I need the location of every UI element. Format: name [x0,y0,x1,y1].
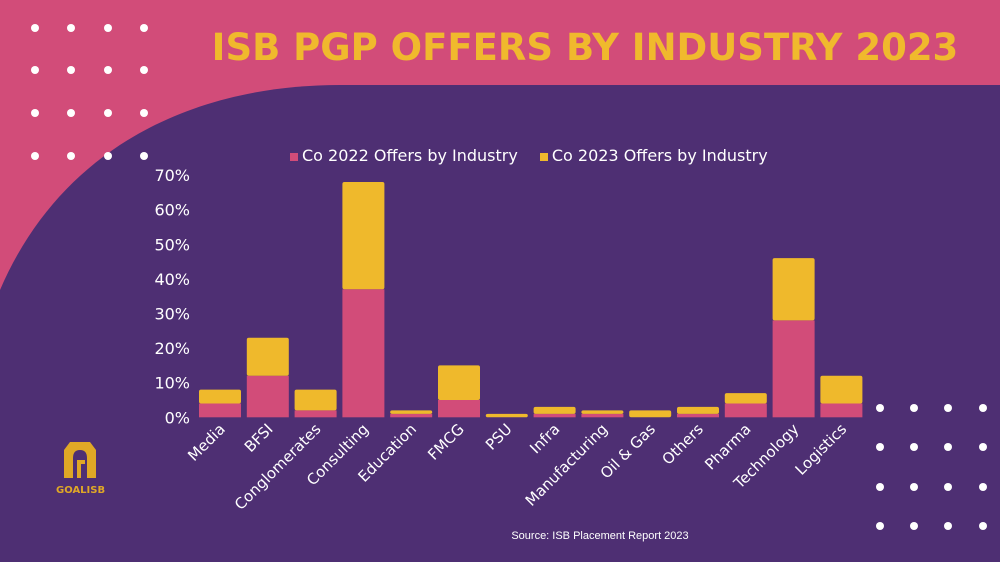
legend-item-2022: Co 2022 Offers by Industry [290,146,518,165]
y-tick-label: 20% [154,339,190,358]
bar-2023-psu [485,413,528,418]
bar-2023-manufacturing [581,410,624,414]
bar-2023-pharma [724,393,767,404]
bar-2022-manufacturing [581,413,624,418]
dot [944,483,952,491]
y-tick-label: 30% [154,305,190,324]
legend-swatch-2023 [539,152,548,161]
bar-2022-media [199,403,241,418]
bar-2022-infra [533,413,576,418]
bar-2022-others [677,413,719,418]
logo-text: GOALISB [56,485,106,496]
bar-2023-infra [533,406,576,414]
dot [67,152,75,160]
dot [31,109,39,117]
dot [104,152,112,160]
dot [979,522,987,530]
bar-2023-fmcg [438,365,480,400]
bar-2022-technology [772,320,815,418]
dot [140,109,148,117]
dot [979,483,987,491]
y-tick-label: 40% [154,270,190,289]
purple-panel [0,85,1000,562]
bar-2023-others [677,406,719,414]
bar-2022-fmcg [438,400,480,418]
bar-2023-consulting [342,182,385,290]
bar-2022-pharma [724,403,767,418]
source-note: Source: ISB Placement Report 2023 [511,530,689,542]
dot [31,24,39,32]
dot [876,483,884,491]
chart-legend: Co 2022 Offers by Industry Co 2023 Offer… [290,146,768,165]
y-tick-label: 50% [154,235,190,254]
logo-icon [64,442,96,478]
x-tick-label: Infra [526,420,563,457]
dot [67,109,75,117]
dot [944,522,952,530]
x-tick-label: PSU [482,420,516,454]
dot [31,66,39,74]
page-title: ISB PGP OFFERS BY INDUSTRY 2023 [211,26,959,69]
x-tick-label: FMCG [424,420,468,464]
legend-swatch-2022 [290,152,298,161]
dot [104,66,112,74]
dot [104,24,112,32]
dot [876,443,884,451]
dot [944,404,952,412]
dot [944,443,952,451]
dot [876,522,884,530]
bar-2022-bfsi [246,375,289,418]
y-tick-label: 0% [165,408,190,427]
dot [104,109,112,117]
dot [910,522,918,530]
y-tick-label: 10% [154,374,190,393]
legend-item-2023: Co 2023 Offers by Industry [539,146,768,165]
dot [140,66,148,74]
dot [979,404,987,412]
bar-2022-consulting [342,289,385,418]
x-tick-label: Logistics [792,420,851,479]
dot [910,443,918,451]
x-tick-label: Others [658,420,707,469]
dot [910,404,918,412]
dot [67,24,75,32]
dot [910,483,918,491]
dot [876,404,884,412]
legend-label-2022: Co 2022 Offers by Industry [302,146,518,165]
bar-2022-education [390,413,433,418]
dot [67,66,75,74]
y-tick-label: 60% [154,201,190,220]
bar-2023-logistics [820,375,863,404]
legend-label-2023: Co 2023 Offers by Industry [551,146,768,165]
bar-2023-education [390,410,433,414]
x-tick-label: Media [184,420,229,465]
x-tick-label: BFSI [241,420,277,456]
bar-2023-oil-gas [629,410,672,418]
bar-2022-logistics [820,403,863,418]
bar-2022-conglomerates [294,410,337,418]
x-tick-label: Manufacturing [522,420,612,510]
y-tick-label: 70% [154,166,190,185]
bar-2023-media [199,389,241,404]
bar-2023-technology [772,258,815,321]
bar-2023-conglomerates [294,389,337,411]
dot [31,152,39,160]
dot [140,24,148,32]
goalisb-logo: GOALISB [56,440,106,496]
bar-2023-bfsi [246,337,289,376]
dot [979,443,987,451]
x-tick-label: Conglomerates [231,420,325,514]
dot [140,152,148,160]
